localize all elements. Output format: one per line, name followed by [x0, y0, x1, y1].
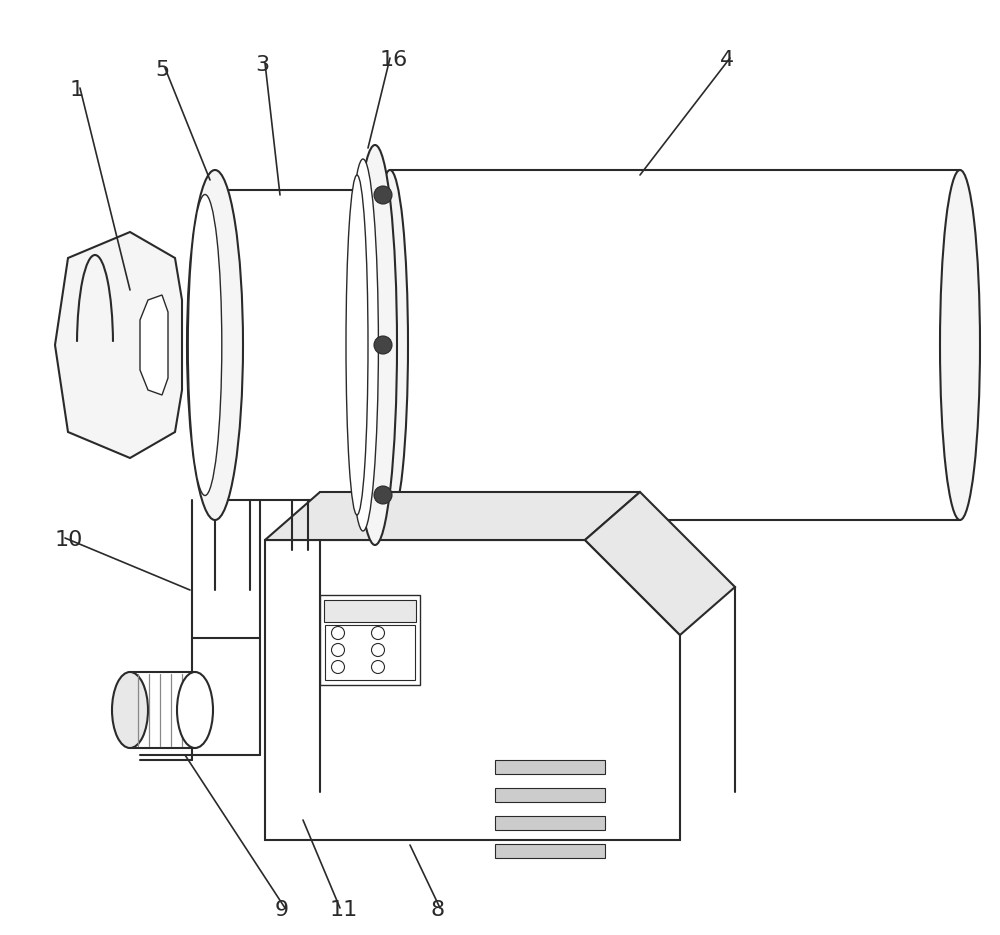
Ellipse shape	[112, 672, 148, 748]
Text: 16: 16	[380, 50, 408, 70]
Polygon shape	[55, 232, 182, 458]
Ellipse shape	[353, 145, 397, 545]
Polygon shape	[585, 492, 735, 635]
Ellipse shape	[177, 672, 213, 748]
Text: 8: 8	[430, 900, 444, 920]
Circle shape	[332, 626, 344, 640]
Bar	[324, 600, 416, 622]
Circle shape	[332, 643, 344, 656]
Bar	[495, 816, 605, 830]
Bar	[495, 844, 605, 858]
Polygon shape	[265, 492, 640, 540]
Text: 4: 4	[720, 50, 734, 70]
Circle shape	[374, 486, 392, 504]
Ellipse shape	[372, 170, 408, 520]
Ellipse shape	[346, 175, 368, 515]
Text: 3: 3	[255, 55, 269, 75]
Text: 5: 5	[155, 60, 169, 80]
Circle shape	[374, 186, 392, 204]
Ellipse shape	[187, 170, 243, 520]
Ellipse shape	[940, 170, 980, 520]
Ellipse shape	[348, 159, 378, 531]
Bar	[325, 625, 415, 680]
Circle shape	[372, 643, 384, 656]
Text: 1: 1	[70, 80, 84, 100]
Polygon shape	[140, 295, 168, 395]
Circle shape	[372, 660, 384, 673]
Text: 11: 11	[330, 900, 358, 920]
Bar	[320, 595, 420, 685]
Circle shape	[332, 660, 344, 673]
Bar	[495, 788, 605, 802]
Text: 10: 10	[55, 530, 83, 550]
Bar	[495, 760, 605, 774]
Ellipse shape	[193, 190, 237, 500]
Polygon shape	[265, 540, 680, 840]
Circle shape	[372, 626, 384, 640]
Ellipse shape	[188, 194, 222, 496]
Circle shape	[374, 336, 392, 354]
Text: 9: 9	[275, 900, 289, 920]
